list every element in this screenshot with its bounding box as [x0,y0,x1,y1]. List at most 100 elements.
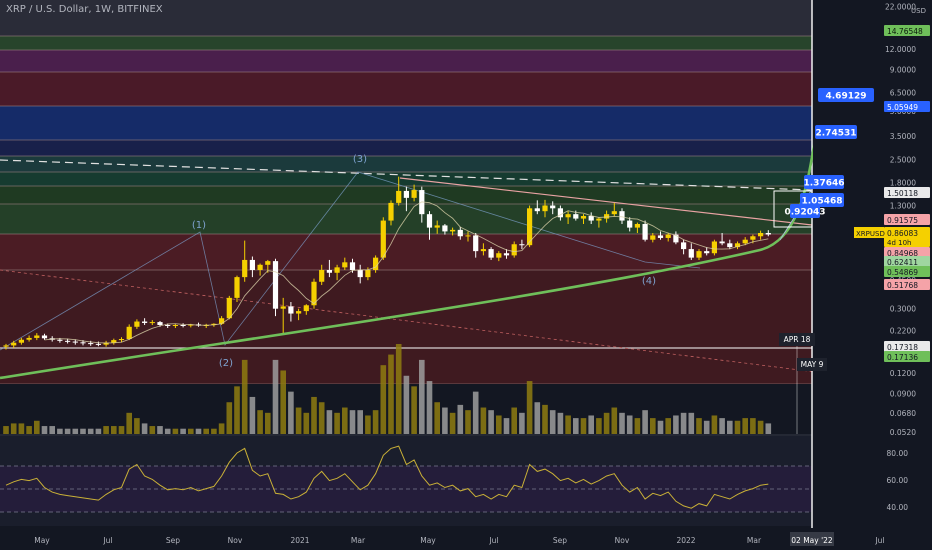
target-label-bg [815,125,857,139]
candle-body [742,239,748,244]
candle-body [319,270,325,282]
volume-bar [696,418,702,434]
volume-bar [141,423,148,434]
volume-bar [318,402,325,434]
zone-band-3 [0,72,812,106]
volume-bar [172,428,179,434]
volume-bar [34,420,40,434]
candle-body [480,249,486,252]
candle-body [265,261,271,265]
price-tick: 12.0000 [885,45,916,54]
volume-bar [95,428,102,434]
candle-body [565,214,571,218]
volume-bar [18,423,25,434]
volume-bar [565,415,571,434]
target-label-1: 2.74531 [816,129,857,139]
volume-bar [542,404,548,434]
volume-bar [549,410,556,434]
candle-body [365,270,371,278]
volume-bar [295,407,302,434]
volume-bar [472,391,479,434]
candle-body [3,345,9,347]
price-tag-1: 14.76548 [887,27,923,36]
price-tick: 0.0900 [890,389,916,398]
rsi-tick: 40.00 [887,503,909,512]
volume-bar [211,428,217,434]
date-tag-1-bg [779,333,815,346]
symbol-tag-bg [854,227,884,238]
candle-body [396,190,402,203]
time-tick: May [34,536,50,545]
price-tick: 0.3000 [890,305,916,314]
symbol-tag: XRPUSD [856,230,885,238]
candle-body [311,281,317,306]
price-tag-3-bg [884,187,930,198]
volume-bar [480,407,487,434]
candle-body [434,225,440,228]
target-label-4: 0.92043 [785,208,826,218]
rsi-line [5,445,769,509]
candle-body [611,211,617,215]
time-tick: Jul [488,536,498,545]
time-axis[interactable]: May Jul Sep Nov 2021 Mar May Jul Sep Nov 2022 Mar Ju… [0,528,932,550]
price-tag-10: 0.17318 [887,343,918,352]
volume-bar [688,412,695,434]
volume-bar [157,426,163,434]
candle-body [334,267,340,273]
volume-bar [164,428,171,434]
candle-body [11,342,17,346]
price-tag-2-bg [884,101,930,112]
volume-bar [134,418,140,434]
candle-body [519,244,525,246]
candle-body [219,318,225,324]
volume-bar [603,412,610,434]
volume-bar [372,410,379,434]
candle-body [503,253,510,256]
zone-band-1 [0,36,812,50]
moving-average-line [44,201,769,344]
candle-body [249,259,255,271]
candle-body [180,324,186,326]
candle-body [280,306,286,309]
volume-bar [711,415,718,434]
price-tag-9-bg [884,279,930,290]
volume-bar [188,428,194,434]
volume-bar [3,426,9,434]
volume-bar [280,370,286,434]
chart-title: XRP / U.S. Dollar, 1W, BITFINEX [6,4,163,15]
candle-body [642,224,648,240]
price-tag-3: 1.50118 [887,189,918,198]
volume-bar [349,410,356,434]
volume-bar [419,359,425,434]
volume-bar [303,412,310,434]
candles-layer[interactable] [3,176,771,350]
candle-body [665,234,671,238]
time-tick: Nov [615,536,630,545]
volume-bar [519,412,525,434]
volume-bar [64,428,71,434]
volume-bar [526,381,533,434]
volume-bar [149,426,156,434]
candle-body [411,190,417,198]
candle-body [95,343,101,345]
volume-bar [257,410,263,434]
volume-bar [180,428,186,434]
date-tag-1: APR 18 [784,335,811,344]
price-axis[interactable]: USD22.000016.000012.00009.00006.50005.00… [813,0,932,550]
candle-body [172,324,178,326]
price-tag-11: 0.17136 [887,353,918,362]
volume-bar [41,426,48,434]
candle-body [57,339,63,341]
volume-bar [511,407,517,434]
time-tick: 2022 [676,536,695,545]
candle-body [527,208,533,246]
price-tag-6: 0.84968 [887,249,918,258]
candle-body [473,235,479,252]
price-tag-5-bg [884,227,930,247]
volume-bar [57,428,63,434]
volume-bar [234,386,240,434]
time-tick: Jul [102,536,112,545]
candle-body [242,259,248,278]
target-label-bg [790,204,820,218]
